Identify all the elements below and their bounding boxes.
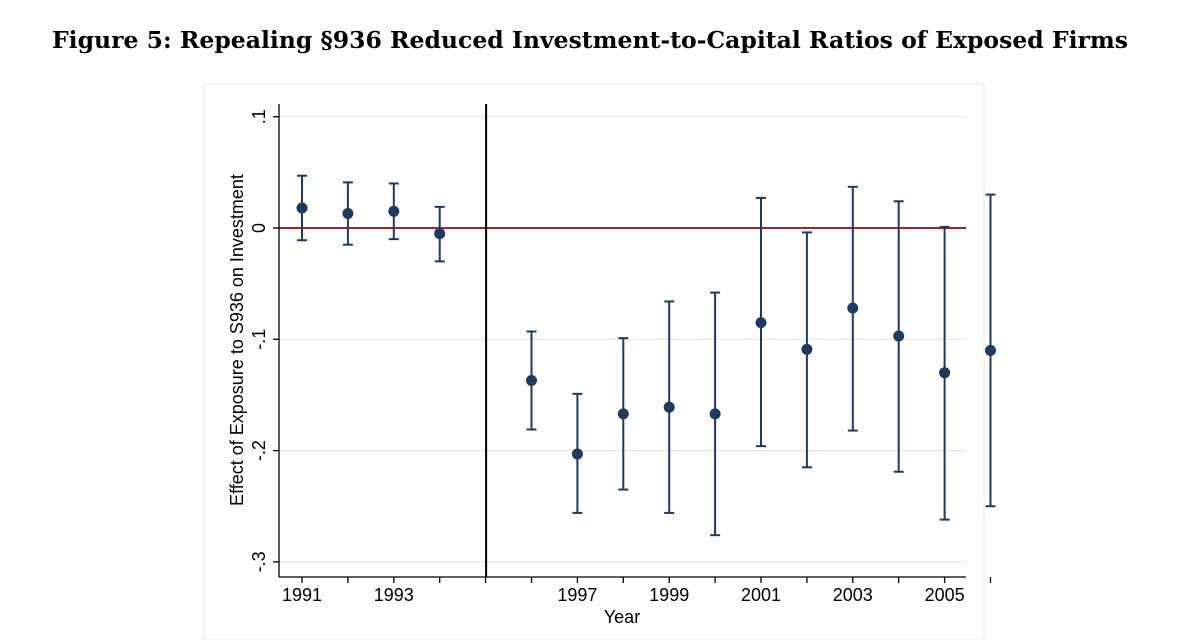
x-tick-label: 1993: [374, 585, 414, 605]
x-tick-label: 2001: [741, 585, 781, 605]
point-estimate: [342, 208, 354, 220]
point-estimate: [939, 367, 951, 379]
x-tick-label: 1991: [282, 585, 322, 605]
x-axis-title: Year: [604, 607, 640, 627]
axes: .1 0 -.1 -.2 -.3 1991 1993 1997 1999 2001 2003 2005: [249, 104, 992, 605]
data-marks: [296, 174, 996, 537]
point-estimate: [801, 343, 813, 355]
point-estimate: [296, 202, 308, 214]
point-estimate: [847, 302, 859, 314]
y-tick-label: -.1: [249, 329, 269, 350]
point-estimate: [985, 344, 996, 356]
x-tick-label: 2003: [833, 585, 873, 605]
point-estimate: [893, 330, 905, 342]
plot-region: [203, 83, 985, 640]
point-estimate: [388, 205, 400, 217]
point-estimate: [755, 317, 767, 329]
x-tick-label: 2005: [925, 585, 965, 605]
y-tick-label: -.2: [249, 440, 269, 461]
y-tick-label: 0: [249, 223, 269, 233]
point-estimate: [571, 448, 583, 460]
point-estimate: [526, 374, 537, 386]
y-tick-label: -.3: [249, 551, 269, 572]
point-estimate: [434, 228, 446, 240]
point-estimate: [617, 408, 629, 420]
x-tick-label: 1997: [557, 585, 597, 605]
y-tick-label: .1: [249, 109, 269, 124]
figure-title: Figure 5: Repealing §936 Reduced Investm…: [52, 26, 1128, 54]
y-axis-title: Effect of Exposure to S936 on Investment: [227, 174, 247, 506]
x-tick-label: 1999: [649, 585, 689, 605]
point-estimate: [663, 401, 675, 413]
point-estimate: [709, 408, 721, 420]
